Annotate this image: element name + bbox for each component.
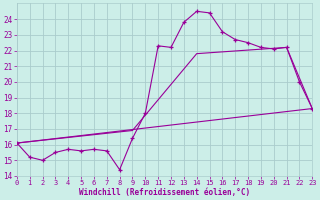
X-axis label: Windchill (Refroidissement éolien,°C): Windchill (Refroidissement éolien,°C) [79,188,250,197]
